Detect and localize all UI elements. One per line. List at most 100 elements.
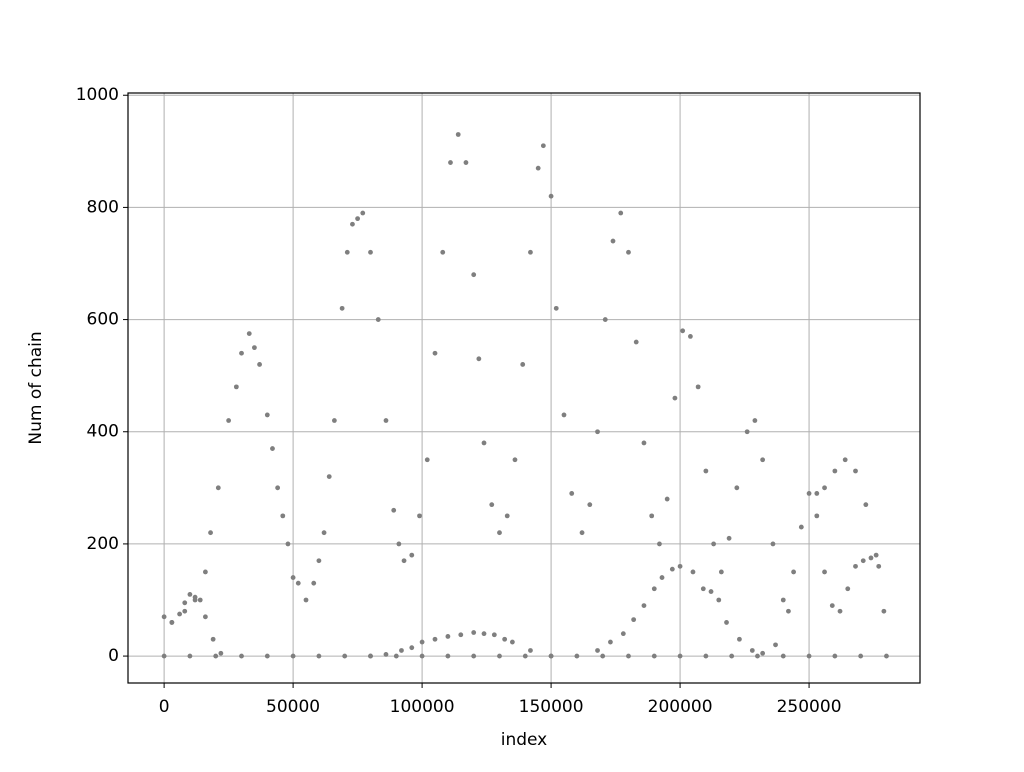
point xyxy=(726,535,732,541)
point xyxy=(858,653,864,659)
point xyxy=(182,608,188,614)
x-tick-label: 200000 xyxy=(648,697,713,717)
point xyxy=(620,631,626,637)
point xyxy=(718,569,724,575)
point xyxy=(700,586,706,592)
point xyxy=(832,653,838,659)
point xyxy=(595,648,600,653)
point xyxy=(295,580,301,586)
point xyxy=(161,614,167,620)
point xyxy=(497,530,502,536)
point xyxy=(737,636,742,642)
point xyxy=(285,541,291,547)
point xyxy=(252,345,257,351)
point xyxy=(375,317,381,322)
point xyxy=(657,541,662,547)
y-tick-label: 400 xyxy=(87,422,119,442)
point xyxy=(798,524,804,530)
point xyxy=(540,143,546,149)
point xyxy=(703,653,709,659)
point xyxy=(881,608,887,614)
point xyxy=(535,165,541,171)
point xyxy=(822,485,827,491)
point xyxy=(489,502,495,508)
point xyxy=(257,362,262,367)
point xyxy=(208,530,213,536)
point xyxy=(342,653,348,659)
y-tick-label: 1000 xyxy=(76,85,119,105)
point xyxy=(791,569,796,575)
point xyxy=(829,603,835,609)
point xyxy=(504,513,510,519)
point xyxy=(561,412,567,418)
x-tick-label: 150000 xyxy=(519,697,584,717)
point xyxy=(239,653,244,659)
point xyxy=(749,648,755,653)
point xyxy=(481,440,487,446)
point xyxy=(177,611,182,617)
point xyxy=(806,653,812,659)
point xyxy=(677,653,683,659)
point xyxy=(711,541,717,547)
point xyxy=(649,513,655,519)
point xyxy=(246,331,252,336)
point xyxy=(218,650,224,656)
point xyxy=(708,589,714,594)
point xyxy=(672,395,678,401)
point xyxy=(303,597,309,603)
point xyxy=(239,350,244,356)
point xyxy=(868,555,874,561)
point xyxy=(187,591,193,597)
point xyxy=(350,221,355,227)
point xyxy=(360,210,366,216)
point xyxy=(651,653,657,659)
point xyxy=(845,586,851,592)
point xyxy=(786,608,791,614)
point xyxy=(393,653,399,659)
point xyxy=(391,507,397,513)
point xyxy=(669,566,675,572)
point xyxy=(659,575,665,580)
point xyxy=(187,653,193,659)
point xyxy=(752,418,758,423)
point xyxy=(595,429,600,435)
point xyxy=(760,650,766,656)
point xyxy=(264,653,270,659)
point xyxy=(290,653,296,659)
point xyxy=(631,617,637,623)
point xyxy=(651,586,657,592)
point xyxy=(215,485,221,491)
point xyxy=(502,636,508,642)
point xyxy=(445,634,451,639)
y-tick-label: 200 xyxy=(87,534,119,554)
point xyxy=(448,160,453,165)
point xyxy=(326,474,332,480)
point xyxy=(842,457,848,463)
point xyxy=(471,653,477,659)
point xyxy=(368,653,373,659)
point xyxy=(716,597,722,603)
point xyxy=(383,651,389,657)
point xyxy=(368,249,373,255)
point xyxy=(463,160,469,165)
point xyxy=(587,502,593,508)
point xyxy=(703,468,709,474)
point xyxy=(192,597,198,603)
point xyxy=(734,485,740,491)
point xyxy=(491,632,497,638)
point xyxy=(202,614,208,620)
point xyxy=(618,210,624,216)
point xyxy=(853,563,858,569)
point xyxy=(677,563,683,569)
point xyxy=(814,491,820,496)
point xyxy=(602,317,608,322)
point xyxy=(355,216,361,222)
point xyxy=(476,356,482,362)
point xyxy=(641,603,647,609)
plot-frame xyxy=(127,92,921,684)
point xyxy=(270,446,275,451)
point xyxy=(419,639,425,645)
point xyxy=(409,552,415,558)
point xyxy=(680,328,686,334)
point xyxy=(520,362,526,367)
